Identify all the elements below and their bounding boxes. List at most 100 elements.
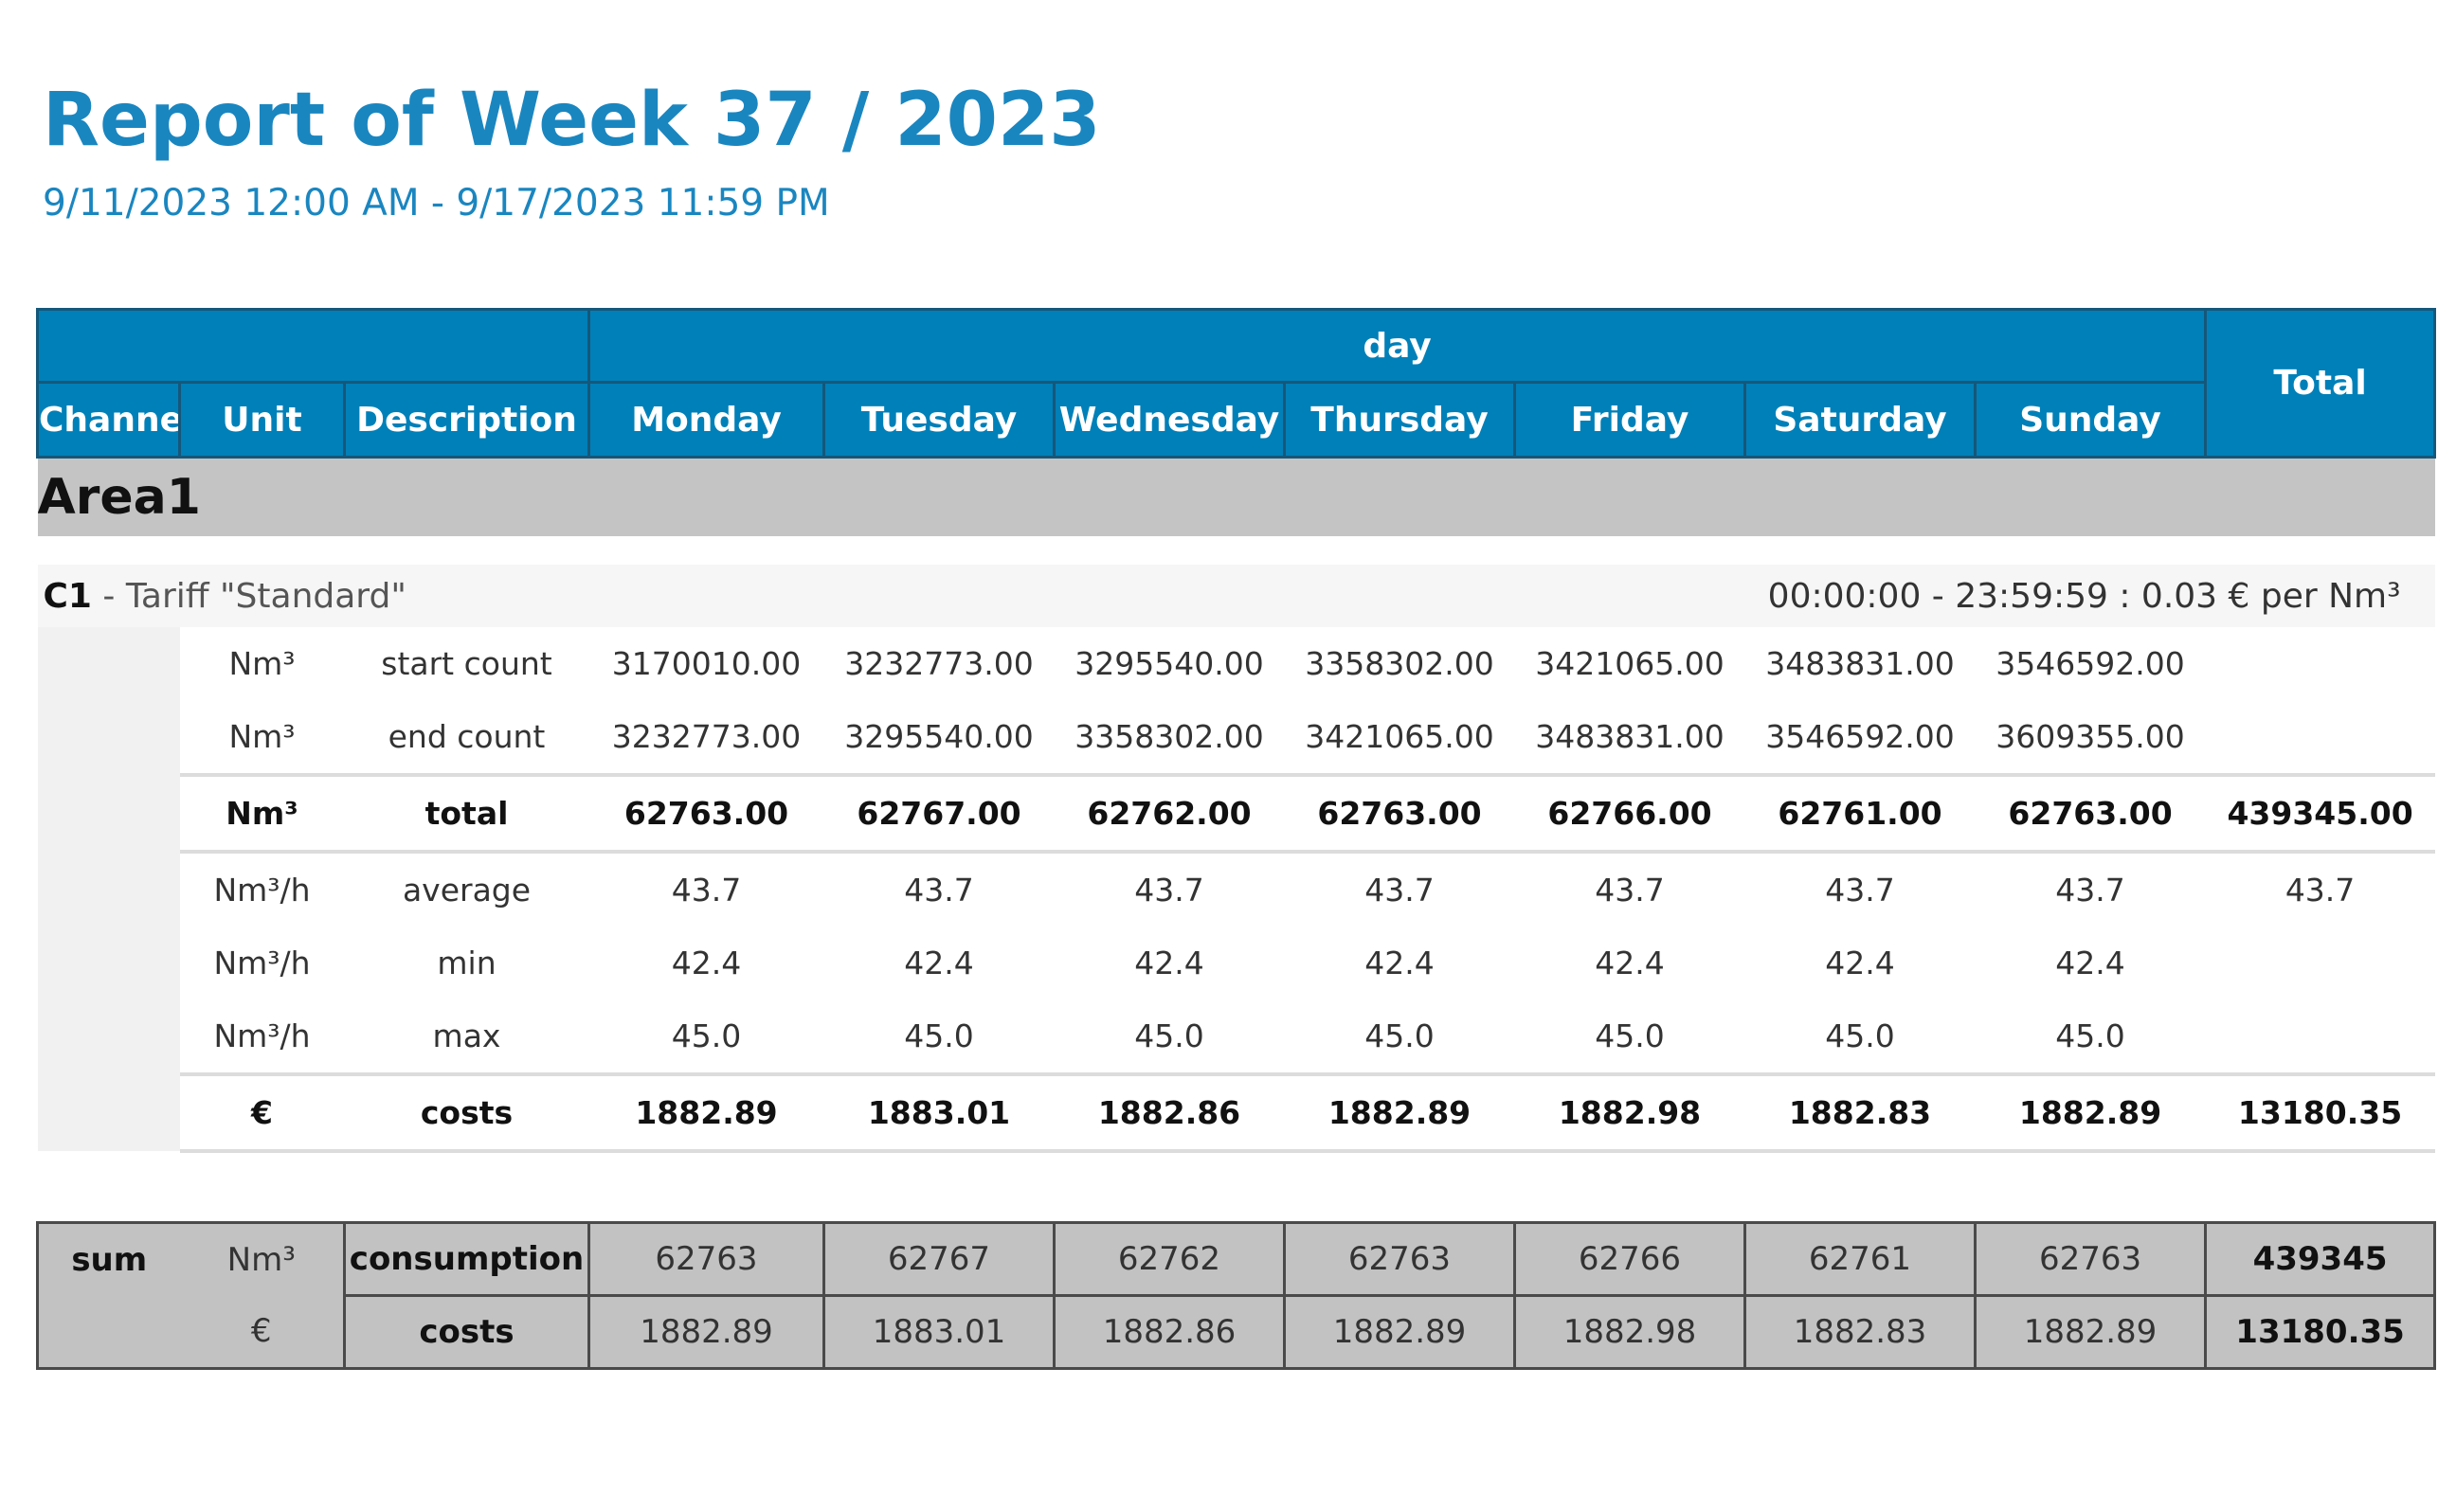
sum-value-cell: 62761: [1743, 1221, 1977, 1297]
channel-indent-cell: [37, 927, 180, 999]
table-row: Nm³/h min 42.4 42.4 42.4 42.4 42.4 42.4 42.4: [37, 927, 2435, 999]
channel-tariff-label: C1 - Tariff "Standard": [37, 565, 824, 627]
value-cell: 43.7: [1134, 872, 1204, 909]
value-cell: 3609355.00: [1996, 718, 2185, 755]
value-cell: 43.7: [1595, 872, 1665, 909]
header-day-saturday: Saturday: [1743, 381, 1977, 459]
value-cell: 42.4: [1825, 945, 1895, 981]
total-cell: [2206, 700, 2435, 775]
value-cell: 3170010.00: [611, 645, 802, 682]
spacer-row: [37, 536, 2435, 565]
report-period: 9/11/2023 12:00 AM - 9/17/2023 11:59 PM: [43, 182, 830, 225]
sum-total-cell: 439345: [2204, 1221, 2437, 1297]
value-cell: 43.7: [2055, 872, 2125, 909]
value-cell: 3421065.00: [1535, 645, 1725, 682]
value-cell: 3546592.00: [1996, 645, 2185, 682]
value-cell: 1883.01: [823, 1072, 1055, 1153]
sum-label-cell: [36, 1295, 180, 1370]
value-cell: 45.0: [1825, 1017, 1895, 1054]
value-cell: 1882.98: [1514, 1072, 1745, 1153]
sum-value-cell: 1882.89: [1973, 1294, 2208, 1370]
tariff-name: - Tariff "Standard": [91, 576, 406, 616]
value-cell: 3546592.00: [1765, 718, 1955, 755]
sum-value-cell: 1883.01: [822, 1294, 1056, 1370]
value-cell: 45.0: [2055, 1017, 2125, 1054]
header-day-thursday: Thursday: [1283, 381, 1516, 459]
tariff-range: 00:00:00 - 23:59:59 : 0.03 € per Nm³: [823, 565, 2435, 627]
value-cell: 3421065.00: [1305, 718, 1494, 755]
sum-value-cell: 1882.86: [1053, 1294, 1286, 1370]
total-cell: 43.7: [2284, 872, 2356, 909]
table-row: Nm³/h average 43.7 43.7 43.7 43.7 43.7 43.7 43.7…: [37, 852, 2435, 927]
unit-cell: Nm³/h: [213, 945, 311, 981]
header-day-wednesday: Wednesday: [1053, 381, 1286, 459]
value-cell: 62766.00: [1514, 773, 1745, 854]
unit-cell: Nm³/h: [213, 1017, 311, 1054]
sum-unit-cell: €: [179, 1295, 346, 1370]
sum-value-cell: 1882.89: [587, 1294, 825, 1370]
value-cell: 62763.00: [588, 773, 824, 854]
sum-value-cell: 62763: [587, 1221, 825, 1297]
description-cell: max: [432, 1017, 501, 1054]
value-cell: 3295540.00: [1074, 645, 1264, 682]
sum-value-cell: 1882.89: [1283, 1294, 1516, 1370]
value-cell: 45.0: [671, 1017, 742, 1054]
value-cell: 62763.00: [1284, 773, 1515, 854]
value-cell: 3483831.00: [1535, 718, 1725, 755]
header-channel: Channel: [36, 381, 181, 459]
channel-indent-cell: [37, 700, 180, 775]
total-cell: [2206, 627, 2435, 700]
sum-unit-cell: Nm³: [179, 1221, 346, 1296]
value-cell: 42.4: [671, 945, 742, 981]
value-cell: 3232773.00: [611, 718, 802, 755]
channel-indent-cell: [37, 999, 180, 1074]
channel-tariff-row: C1 - Tariff "Standard" 00:00:00 - 23:59:…: [37, 565, 2435, 627]
value-cell: 1882.89: [1284, 1072, 1515, 1153]
value-cell: 45.0: [1134, 1017, 1204, 1054]
sum-value-cell: 62763: [1973, 1221, 2208, 1297]
value-cell: 45.0: [904, 1017, 974, 1054]
value-cell: 42.4: [904, 945, 974, 981]
report-title: Report of Week 37 / 2023: [43, 78, 1101, 163]
header-row-group: day Total: [36, 308, 2437, 459]
value-cell: 62767.00: [823, 773, 1055, 854]
value-cell: 3232773.00: [844, 645, 1034, 682]
value-cell: 1882.89: [588, 1072, 824, 1153]
header-day-sunday: Sunday: [1973, 381, 2208, 459]
header-day-friday: Friday: [1513, 381, 1746, 459]
value-cell: 3295540.00: [844, 718, 1034, 755]
header-total: Total: [2204, 308, 2437, 459]
description-cell: average: [402, 872, 532, 909]
value-cell: 3358302.00: [1305, 645, 1494, 682]
sum-rows: sum Nm³ consumption 62763 62767 62762 62763 627…: [36, 1221, 2437, 1370]
unit-cell: Nm³: [179, 773, 345, 854]
header-day-group: day: [587, 308, 2208, 384]
value-cell: 3483831.00: [1765, 645, 1955, 682]
unit-cell: Nm³: [228, 645, 296, 682]
channel-indent-cell: [37, 775, 180, 852]
table-row: Nm³ end count 3232773.00 3295540.00 3358302.…: [37, 700, 2435, 775]
sum-row: sum Nm³ consumption 62763 62767 62762 62763 627…: [36, 1221, 2437, 1297]
spacer-row: [38, 1151, 2435, 1223]
unit-cell: Nm³: [228, 718, 296, 755]
sum-value-cell: 1882.83: [1743, 1294, 1977, 1370]
description-cell: total: [344, 773, 589, 854]
header-blank: [36, 308, 590, 384]
sum-total-cell: 13180.35: [2204, 1294, 2437, 1370]
header-day-tuesday: Tuesday: [822, 381, 1056, 459]
table-row: Nm³/h max 45.0 45.0 45.0 45.0 45.0 45.0 45.0: [37, 999, 2435, 1074]
report-table: day Total Channel Unit Description Monda…: [36, 308, 2437, 1370]
value-cell: 62762.00: [1054, 773, 1285, 854]
sum-value-cell: 1882.98: [1513, 1294, 1746, 1370]
sum-value-cell: 62766: [1513, 1221, 1746, 1297]
value-cell: 43.7: [1825, 872, 1895, 909]
total-cell: 439345.00: [2205, 773, 2435, 854]
header-unit: Unit: [178, 381, 346, 459]
total-cell: 13180.35: [2205, 1072, 2435, 1153]
value-cell: 45.0: [1595, 1017, 1665, 1054]
channel-id: C1: [43, 576, 92, 616]
value-cell: 43.7: [904, 872, 974, 909]
description-cell: start count: [381, 645, 552, 682]
channel-indent-cell: [37, 852, 180, 927]
description-cell: min: [437, 945, 497, 981]
